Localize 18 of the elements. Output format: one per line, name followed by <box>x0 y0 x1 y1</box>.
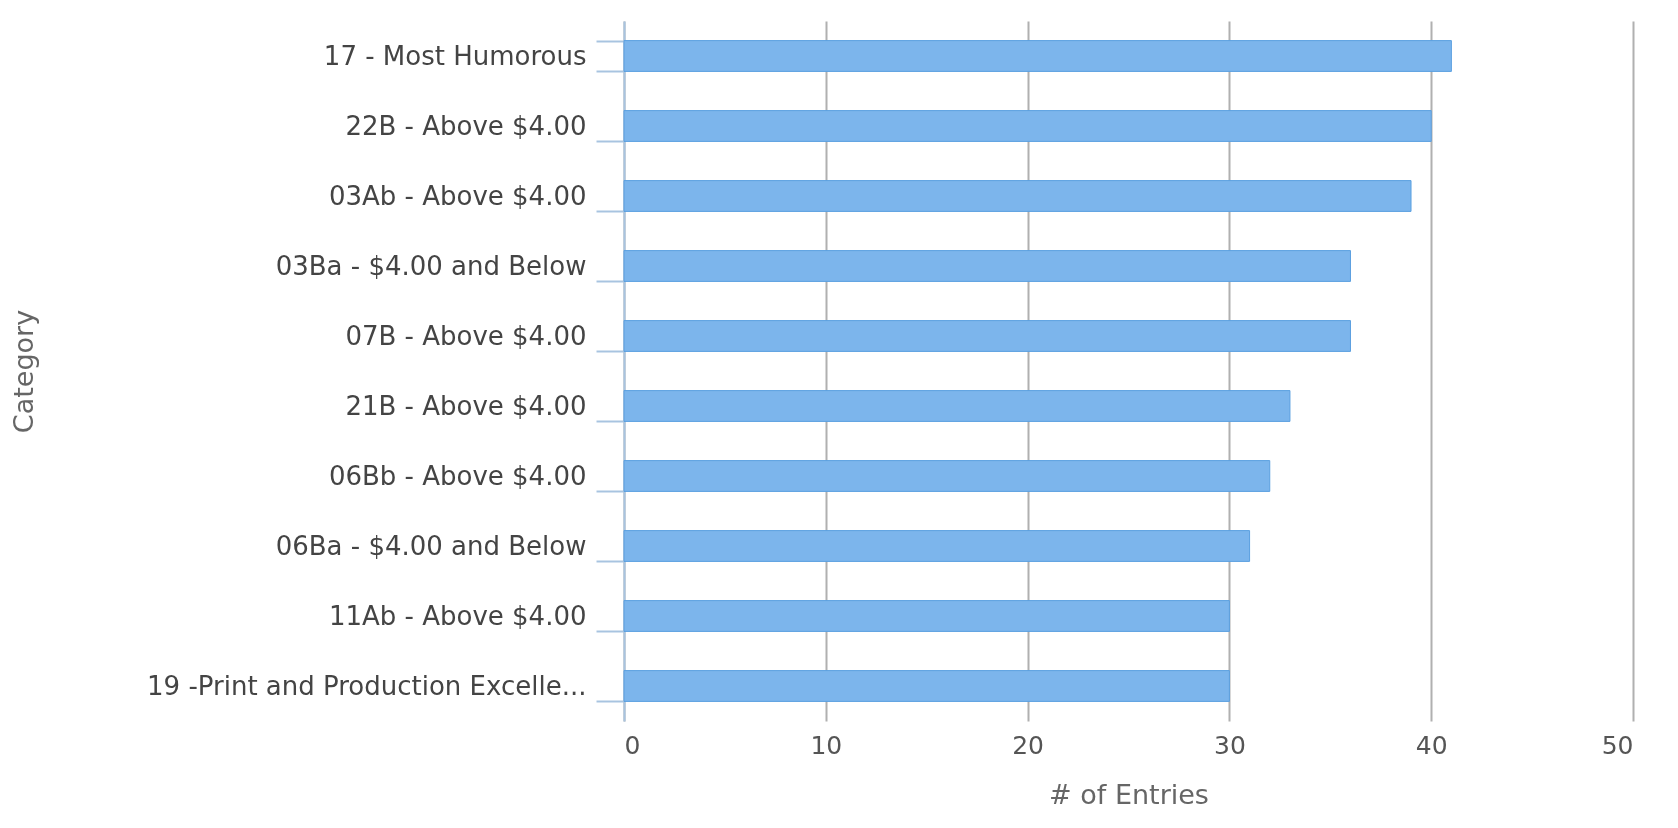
x-axis-title: # of Entries <box>1049 778 1209 810</box>
y-tick-label: 07B - Above $4.00 <box>345 320 587 351</box>
y-tick-label: 22B - Above $4.00 <box>345 110 587 141</box>
y-tick-label: 06Bb - Above $4.00 <box>328 460 587 491</box>
x-tick-label: 40 <box>1415 730 1448 760</box>
y-tick-label: 11Ab - Above $4.00 <box>328 600 587 631</box>
x-tick-label: 30 <box>1213 730 1246 760</box>
y-tick-label: 21B - Above $4.00 <box>345 390 587 421</box>
y-tick-label: 06Ba - $4.00 and Below <box>275 530 587 561</box>
x-tick-label: 0 <box>624 730 641 760</box>
x-tick-label: 20 <box>1012 730 1045 760</box>
y-tick-label: 19 -Print and Production Excelle... <box>147 670 587 701</box>
y-tick-label: 03Ba - $4.00 and Below <box>275 250 587 281</box>
y-axis-title: Category <box>7 309 39 434</box>
y-tick-label: 03Ab - Above $4.00 <box>328 180 587 211</box>
x-tick-label: 50 <box>1601 730 1634 760</box>
y-tick-label: 17 - Most Humorous <box>323 40 587 71</box>
x-tick-label: 10 <box>810 730 843 760</box>
